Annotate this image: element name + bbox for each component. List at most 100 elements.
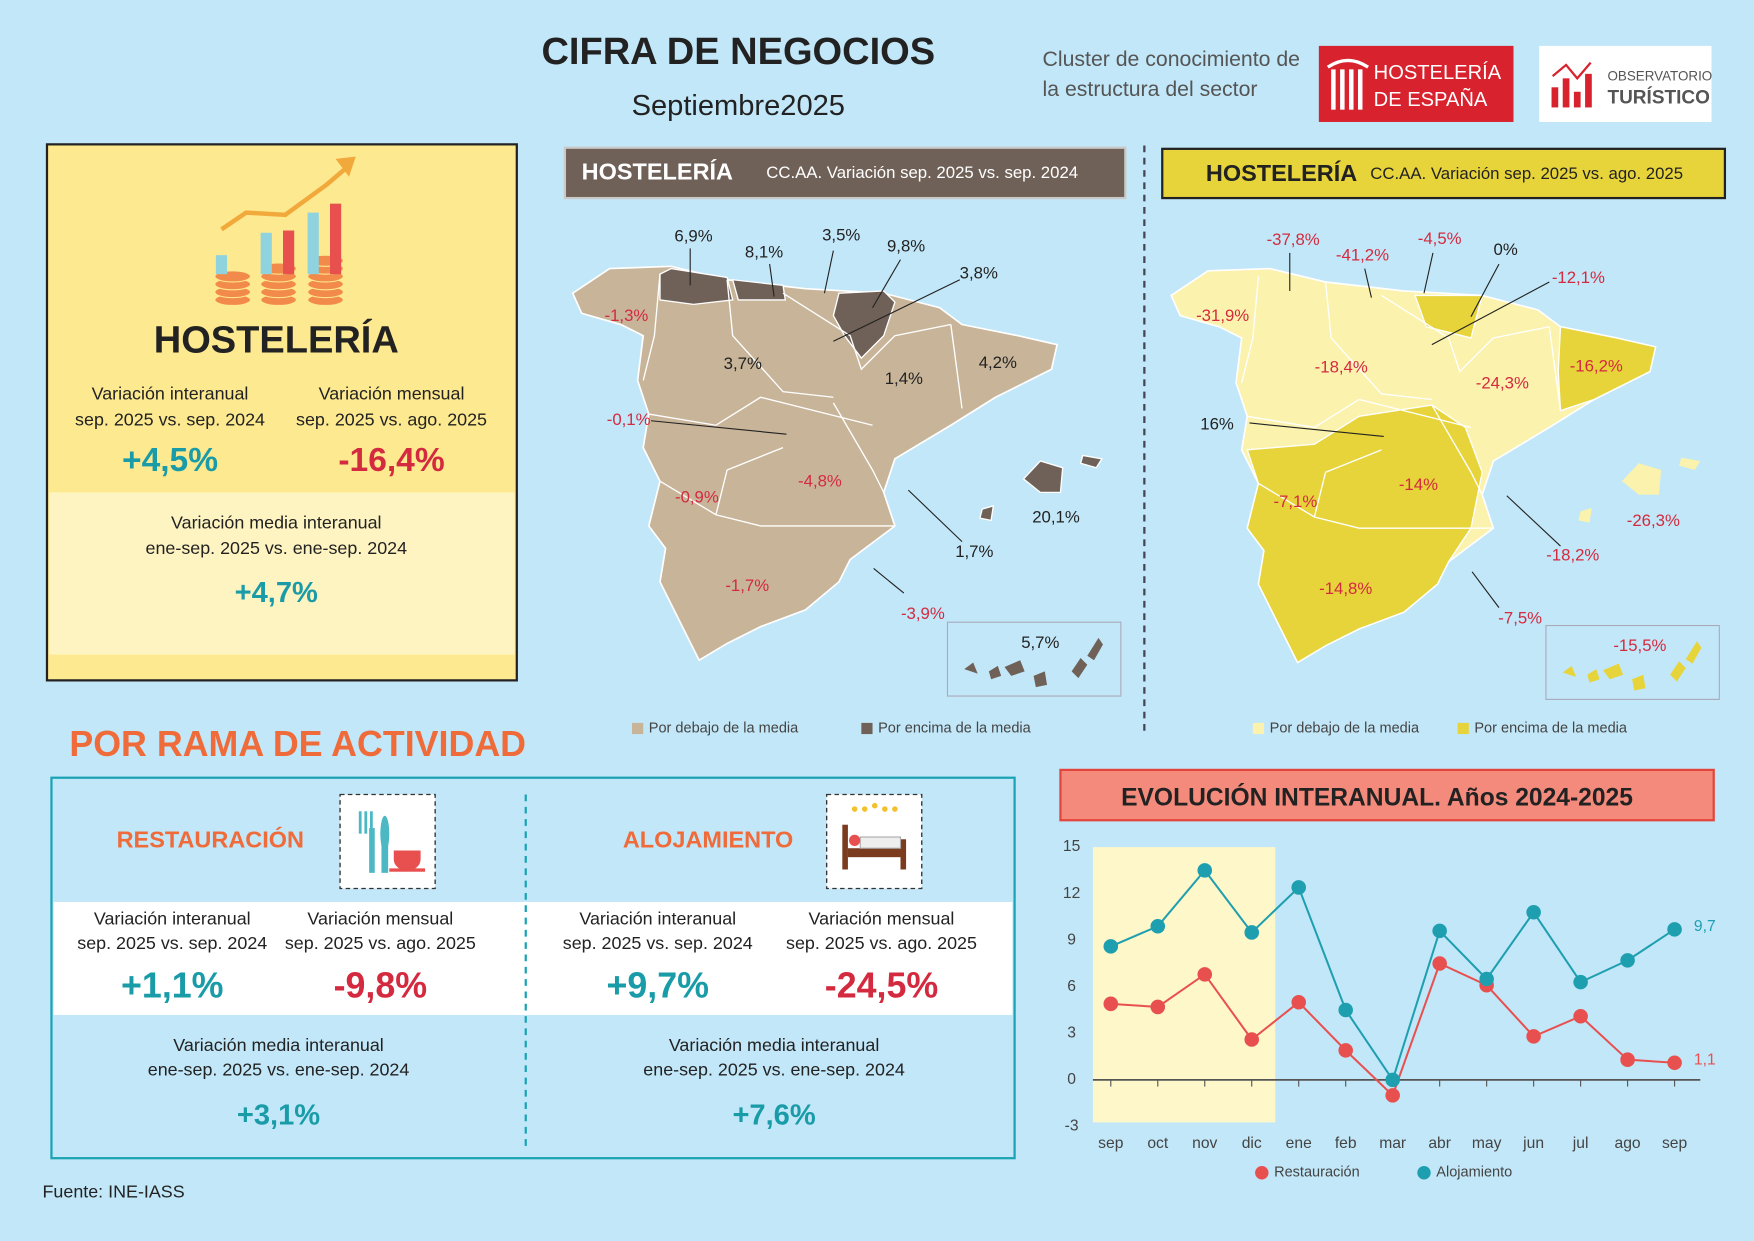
legend-swatch <box>632 722 644 735</box>
region-border <box>1258 482 1449 529</box>
leader-line <box>873 568 905 594</box>
region-border <box>642 274 661 381</box>
map-label: 3,7% <box>724 354 762 373</box>
title: CIFRA DE NEGOCIOS <box>541 31 935 73</box>
data-point <box>1526 905 1541 920</box>
map-label: -0,1% <box>607 410 651 429</box>
map-label: -14% <box>1399 475 1438 494</box>
y-tick-label: 6 <box>1067 978 1076 995</box>
legend-swatch <box>1252 722 1265 735</box>
data-label: 1,1 <box>1694 1052 1716 1069</box>
map-title: HOSTELERÍA <box>1206 159 1357 186</box>
leader-line <box>1506 495 1561 547</box>
icon-star <box>871 802 878 809</box>
icon-bed <box>847 848 901 858</box>
icon-bar <box>329 203 342 275</box>
logo-icon <box>1349 69 1354 110</box>
region-border <box>1431 404 1483 495</box>
logo-text: HOSTELERÍA <box>1374 61 1502 84</box>
map-label: -18,2% <box>1546 546 1599 565</box>
region <box>1632 674 1646 691</box>
map-label: -24,3% <box>1476 373 1529 392</box>
icon-arrow <box>335 156 356 177</box>
legend-label: Restauración <box>1274 1165 1360 1181</box>
data-point <box>1667 1055 1682 1071</box>
data-point <box>1150 918 1166 934</box>
legend-label: Por debajo de la media <box>649 720 799 736</box>
x-tick-label: jul <box>1572 1135 1589 1152</box>
leader-line <box>1470 263 1500 317</box>
legend-label: Alojamiento <box>1436 1165 1512 1181</box>
legend-label: Por debajo de la media <box>1270 720 1420 736</box>
data-point <box>1385 1088 1400 1103</box>
region <box>832 290 896 360</box>
leader-line <box>823 250 834 294</box>
stat-label: Variación mensual <box>319 384 465 404</box>
map-subtitle: CC.AA. Variación sep. 2025 vs. sep. 2024 <box>766 163 1078 182</box>
map-label: 3,5% <box>822 226 860 245</box>
map-label: 6,9% <box>674 227 712 246</box>
stat-label: ene-sep. 2025 vs. ene-sep. 2024 <box>148 1060 410 1080</box>
map-label: 16% <box>1200 415 1234 434</box>
region <box>1578 508 1592 523</box>
highlight-band <box>1092 847 1276 1123</box>
y-tick-label: 0 <box>1067 1071 1076 1088</box>
region-border <box>715 446 784 515</box>
region-border <box>1324 281 1432 401</box>
stat-value: +3,1% <box>237 1099 320 1131</box>
data-point <box>1573 1008 1588 1024</box>
data-point <box>1385 1072 1400 1088</box>
region-border <box>1381 294 1550 373</box>
stat-label: Variación interanual <box>94 909 251 929</box>
activity-band <box>53 901 1013 1015</box>
logo-icon <box>1326 58 1370 69</box>
icon-bar <box>260 232 272 275</box>
map-label: -18,4% <box>1315 358 1368 377</box>
region <box>1004 660 1025 676</box>
data-point <box>1526 1029 1541 1044</box>
logo-icon <box>1331 69 1336 110</box>
x-tick-label: feb <box>1335 1135 1357 1152</box>
stat-label: sep. 2025 vs. ago. 2025 <box>296 409 487 429</box>
data-point <box>1244 1032 1260 1047</box>
map-label: -12,1% <box>1552 268 1605 287</box>
map-label: -14,8% <box>1319 579 1372 598</box>
data-point <box>1620 1052 1635 1067</box>
activity-box <box>50 776 1016 1160</box>
data-point <box>1479 971 1494 987</box>
stat-value: +4,7% <box>235 577 318 609</box>
region <box>1079 454 1103 469</box>
x-tick-label: abr <box>1428 1135 1451 1152</box>
map-label: 1,7% <box>955 542 993 561</box>
region <box>1602 663 1624 680</box>
x-tick-label: oct <box>1147 1135 1169 1152</box>
summary-lower <box>49 492 515 655</box>
stat-value: +9,7% <box>607 966 709 1006</box>
leader-line <box>769 264 775 297</box>
stat-label: sep. 2025 vs. ago. 2025 <box>285 933 476 953</box>
icon-arrow <box>220 163 351 232</box>
stat-label: sep. 2025 vs. sep. 2024 <box>75 409 265 429</box>
inset-box <box>946 621 1122 697</box>
logo-icon <box>1585 73 1592 108</box>
icon-star <box>892 806 898 812</box>
map-label: -0,9% <box>675 487 719 506</box>
leader-line <box>1249 422 1384 437</box>
region-border <box>1548 326 1562 411</box>
data-point <box>1197 863 1213 878</box>
x-tick-label: jun <box>1522 1135 1544 1152</box>
source: Fuente: INE-IASS <box>43 1182 185 1202</box>
y-tick-label: 9 <box>1067 931 1076 948</box>
data-point <box>1103 939 1119 954</box>
chart-header <box>1059 768 1715 822</box>
data-point <box>1338 1002 1353 1018</box>
icon-bar <box>215 255 228 275</box>
legend-marker <box>1417 1166 1431 1180</box>
region-border <box>1247 398 1472 429</box>
stat-label: sep. 2025 vs. ago. 2025 <box>786 933 977 953</box>
icon-star <box>882 806 888 812</box>
data-point <box>1103 996 1119 1012</box>
map-label: 9,8% <box>887 237 925 256</box>
chart-title: EVOLUCIÓN INTERANUAL. Años 2024-2025 <box>1121 783 1633 811</box>
